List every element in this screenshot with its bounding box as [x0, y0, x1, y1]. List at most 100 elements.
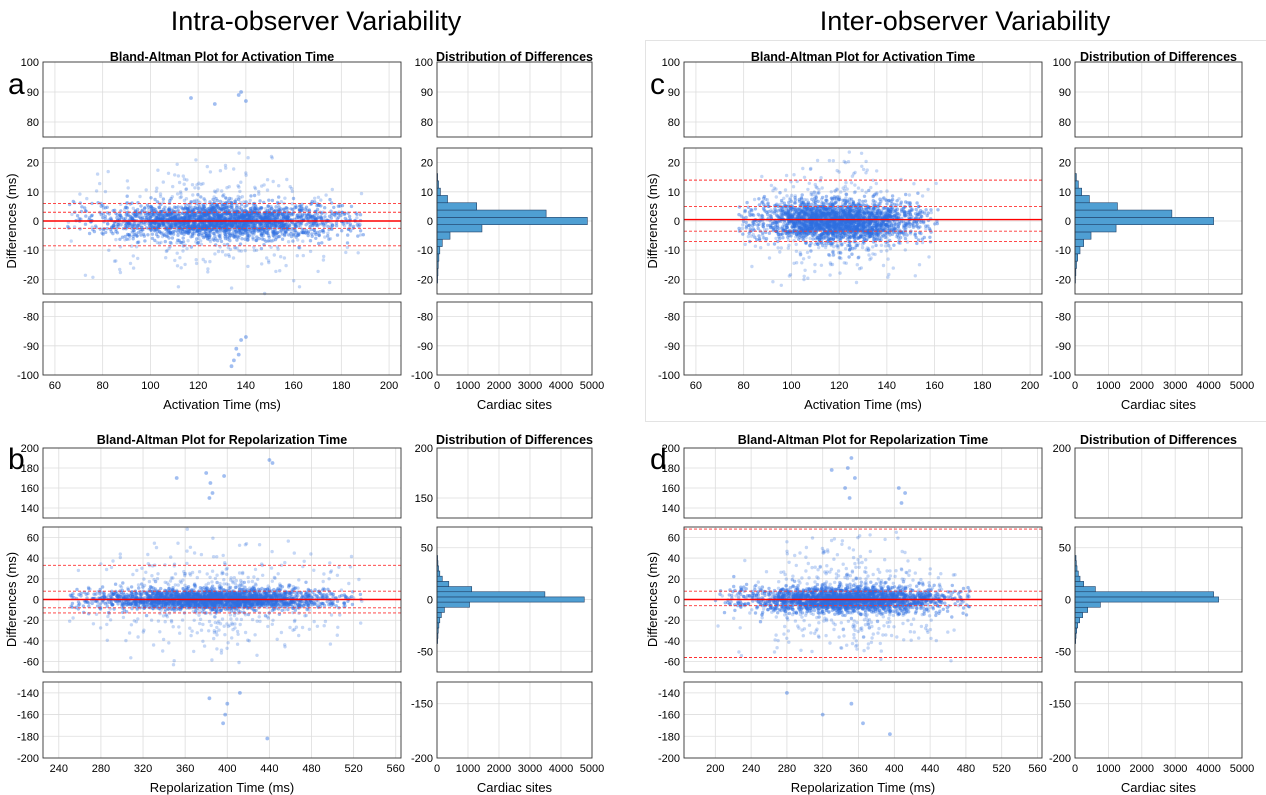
- data-point: [199, 215, 203, 219]
- data-point: [258, 206, 263, 210]
- data-point: [165, 213, 169, 217]
- data-point: [232, 235, 237, 239]
- data-point: [772, 242, 777, 246]
- data-point: [263, 213, 267, 218]
- data-point: [188, 214, 192, 218]
- x-tick-label: 160: [284, 380, 302, 392]
- data-point: [196, 186, 201, 190]
- data-point: [205, 226, 209, 230]
- data-point: [240, 237, 244, 241]
- data-point: [291, 196, 296, 201]
- data-point: [358, 229, 363, 233]
- data-point: [245, 211, 250, 215]
- data-point: [224, 212, 229, 216]
- data-point: [230, 215, 234, 220]
- data-point: [898, 241, 902, 245]
- data-point: [284, 213, 288, 218]
- data-point: [273, 214, 277, 218]
- data-point: [175, 225, 179, 229]
- data-point: [91, 275, 95, 279]
- data-point: [316, 216, 320, 220]
- data-point: [351, 224, 356, 229]
- data-point: [180, 231, 184, 236]
- data-point: [310, 232, 314, 236]
- data-point: [255, 217, 259, 221]
- data-point: [228, 221, 233, 225]
- data-point: [217, 212, 221, 216]
- data-point: [109, 230, 114, 234]
- data-point: [245, 217, 249, 221]
- data-point: [163, 209, 167, 213]
- data-point: [875, 191, 879, 195]
- data-point: [211, 237, 215, 241]
- data-point: [165, 231, 169, 235]
- data-point: [254, 205, 258, 209]
- data-point: [154, 221, 158, 225]
- data-point: [213, 214, 217, 218]
- data-point: [177, 221, 181, 226]
- data-point: [882, 206, 886, 211]
- plot-title: Bland-Altman Plot for Activation Time: [110, 50, 334, 64]
- data-point: [296, 238, 300, 242]
- data-point: [158, 213, 163, 217]
- data-point: [149, 222, 153, 226]
- data-point: [314, 223, 319, 228]
- data-point: [128, 234, 132, 238]
- data-point: [155, 229, 159, 234]
- data-point: [824, 194, 829, 199]
- data-point: [844, 196, 848, 200]
- plot-area: [684, 62, 1042, 137]
- data-point: [179, 266, 183, 270]
- histogram-bar: [436, 217, 588, 225]
- data-point: [766, 201, 770, 205]
- data-point: [111, 231, 115, 236]
- data-point: [802, 175, 807, 179]
- data-point: [232, 217, 237, 221]
- hist-y-tick-label: -10: [417, 245, 433, 257]
- data-point: [186, 206, 190, 210]
- y-tick-label: 90: [27, 87, 39, 99]
- data-point: [164, 213, 169, 218]
- data-point: [828, 253, 832, 258]
- data-point: [161, 207, 166, 212]
- data-point: [197, 232, 201, 237]
- data-point: [321, 222, 326, 226]
- data-point: [92, 229, 97, 234]
- data-point: [179, 195, 184, 199]
- data-point: [249, 208, 253, 213]
- hist-y-tick-label: -90: [417, 341, 433, 353]
- data-point: [167, 228, 171, 233]
- data-point: [175, 251, 179, 255]
- data-point: [358, 233, 363, 237]
- data-point: [236, 215, 241, 220]
- data-point: [220, 222, 225, 226]
- data-point: [169, 226, 173, 230]
- data-point: [165, 213, 169, 218]
- data-point: [196, 233, 201, 237]
- data-point: [316, 195, 321, 199]
- data-point: [751, 213, 756, 217]
- data-point: [194, 261, 199, 266]
- data-point: [309, 214, 313, 218]
- data-point: [262, 183, 266, 187]
- data-point: [175, 192, 180, 196]
- data-point: [265, 215, 269, 219]
- data-point: [176, 233, 180, 237]
- data-point: [802, 235, 806, 239]
- data-point: [267, 235, 271, 239]
- data-point: [157, 241, 162, 245]
- data-point: [118, 214, 123, 218]
- data-point: [224, 233, 228, 237]
- data-point: [356, 251, 360, 255]
- data-point: [219, 206, 223, 210]
- data-point: [200, 210, 204, 214]
- data-point: [756, 212, 760, 217]
- data-point: [229, 224, 233, 229]
- data-point: [225, 205, 230, 210]
- data-point: [202, 197, 206, 201]
- data-point: [285, 226, 289, 230]
- data-point: [215, 221, 219, 225]
- data-point: [133, 212, 138, 216]
- data-point: [917, 212, 921, 217]
- data-point: [248, 207, 252, 211]
